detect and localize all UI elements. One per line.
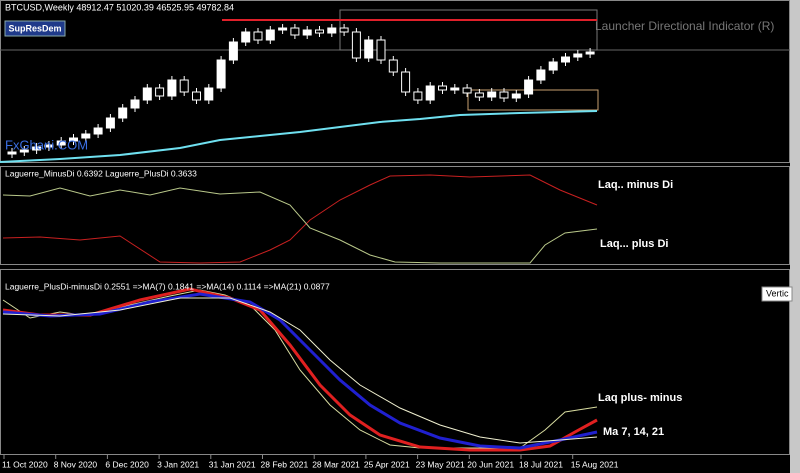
candle-body: [585, 51, 595, 55]
candle-body: [376, 39, 386, 61]
candle-body: [130, 99, 140, 109]
symbol-info: BTCUSD,Weekly 48912.47 51020.39 46525.95…: [5, 2, 234, 12]
date-label: 23 May 2021: [416, 459, 465, 469]
candle-body: [142, 87, 152, 101]
main-panel-border: [0, 0, 790, 163]
moving-average: [0, 110, 598, 163]
candles: [7, 24, 595, 158]
ma7-line: [2, 287, 598, 452]
candle-body: [228, 41, 238, 61]
candle-body: [7, 151, 17, 155]
ma21-line: [2, 297, 598, 444]
panel-2-border: [0, 166, 790, 265]
date-label: 20 Jun 2021: [467, 459, 514, 469]
candle-body: [401, 71, 411, 93]
candle-body: [69, 137, 78, 142]
candle-body: [81, 133, 91, 139]
minus-di-label: Laq.. minus Di: [598, 179, 673, 191]
candle-body: [388, 59, 398, 73]
candle-body: [462, 87, 472, 94]
date-label: 28 Feb 2021: [261, 459, 309, 469]
candle-body: [179, 79, 189, 93]
candle-body: [573, 53, 583, 58]
candle-body: [339, 27, 349, 33]
candle-body: [167, 79, 177, 97]
candle-body: [487, 91, 497, 98]
candle-body: [413, 91, 423, 101]
candle-body: [44, 144, 54, 148]
candle-body: [499, 91, 509, 99]
candle-body: [216, 59, 226, 89]
candle-body: [56, 140, 66, 146]
indicator-name: Launcher Directional Indicator (R): [595, 19, 774, 33]
date-label: 28 Mar 2021: [312, 459, 360, 469]
date-label: 6 Dec 2020: [105, 459, 149, 469]
date-label: 11 Oct 2020: [2, 459, 48, 469]
candle-body: [474, 92, 484, 98]
candle-body: [438, 85, 447, 91]
candle-body: [204, 87, 214, 101]
candle-body: [241, 31, 251, 43]
sup-res-button[interactable]: [4, 20, 66, 37]
candle-body: [536, 69, 546, 81]
candle-body: [192, 91, 201, 101]
candle-body: [327, 27, 337, 34]
ma14-line: [2, 292, 598, 450]
button-label[interactable]: SupResDem: [8, 23, 61, 33]
date-label: 25 Apr 2021: [364, 459, 410, 469]
panel-2-legend: Laguerre_MinusDi 0.6392 Laguerre_PlusDi …: [5, 168, 197, 178]
date-label: 15 Aug 2021: [571, 459, 619, 469]
candle-body: [351, 31, 361, 59]
tooltip-box: [761, 286, 793, 302]
candle-body: [425, 85, 435, 101]
date-label: 8 Nov 2020: [54, 459, 98, 469]
candle-body: [105, 117, 115, 129]
date-label: 18 Jul 2021: [519, 459, 563, 469]
candle-body: [278, 27, 288, 31]
watermark: FxGhani.COM: [5, 137, 88, 152]
date-label: 3 Jan 2021: [157, 459, 199, 469]
candle-body: [511, 93, 521, 99]
tooltip: Vertic: [766, 288, 789, 298]
date-label: 31 Jan 2021: [209, 459, 256, 469]
candle-body: [118, 107, 128, 119]
candle-body: [253, 31, 263, 41]
candle-body: [561, 56, 570, 63]
candle-body: [290, 27, 300, 36]
candle-body: [265, 29, 275, 41]
time-axis: 11 Oct 2020 8 Nov 2020 6 Dec 2020 3 Jan 202…: [2, 455, 619, 469]
candle-body: [155, 87, 165, 97]
candle-body: [19, 149, 29, 153]
right-scale-strip: [790, 0, 800, 473]
candle-body: [450, 87, 460, 91]
plus-di-label: Laq... plus Di: [600, 238, 668, 250]
minus-di-line: [2, 174, 598, 264]
ma-label: Ma 7, 14, 21: [603, 426, 664, 438]
candle-body: [32, 146, 42, 151]
diff-label: Laq plus- minus: [598, 392, 682, 404]
panel-3-border: [0, 269, 790, 455]
candle-body: [364, 39, 374, 59]
candle-body: [93, 127, 103, 135]
panel-3-legend: Laguerre_PlusDi-minusDi 0.2551 =>MA(7) 0…: [5, 281, 330, 291]
candle-body: [315, 29, 324, 34]
plus-di-line: [2, 187, 598, 264]
candle-body: [548, 61, 558, 71]
candle-body: [302, 29, 312, 36]
candle-body: [524, 79, 534, 95]
